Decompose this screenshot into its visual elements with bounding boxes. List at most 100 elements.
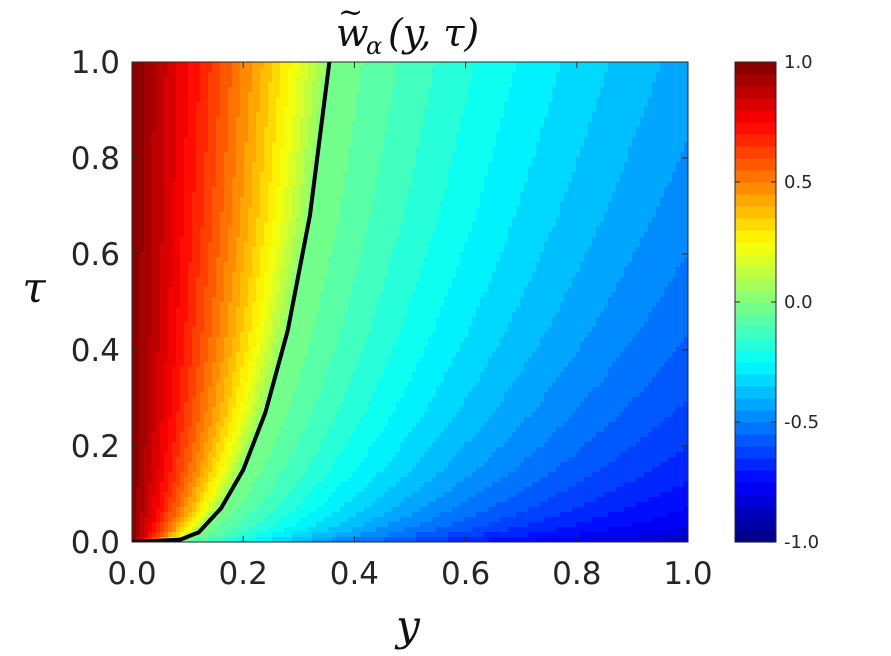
heatmap-cell (284, 197, 289, 203)
heatmap-cell (336, 132, 341, 138)
heatmap-cell (400, 187, 405, 193)
heatmap-cell (324, 152, 329, 158)
heatmap-cell (552, 137, 557, 143)
heatmap-cell (496, 147, 501, 153)
heatmap-cell (532, 192, 537, 198)
heatmap-cell (644, 217, 649, 223)
heatmap-cell (220, 112, 225, 118)
heatmap-cell (432, 172, 437, 178)
heatmap-cell (264, 72, 269, 78)
heatmap-cell (148, 122, 153, 128)
heatmap-cell (640, 212, 645, 218)
heatmap-cell (216, 122, 221, 128)
heatmap-cell (628, 172, 633, 178)
heatmap-cell (584, 167, 589, 173)
heatmap-cell (164, 122, 169, 128)
heatmap-cell (368, 112, 373, 118)
heatmap-cell (160, 67, 165, 73)
heatmap-cell (320, 157, 325, 163)
heatmap-cell (456, 182, 461, 188)
heatmap-cell (188, 222, 193, 228)
heatmap-cell (252, 132, 257, 138)
heatmap-cell (408, 207, 413, 213)
heatmap-cell (388, 227, 393, 233)
heatmap-cell (516, 197, 521, 203)
heatmap-cell (636, 162, 641, 168)
heatmap-cell (600, 167, 605, 173)
heatmap-cell (452, 167, 457, 173)
heatmap-cell (360, 177, 365, 183)
heatmap-cell (412, 112, 417, 118)
heatmap-cell (568, 87, 573, 93)
heatmap-cell (324, 167, 329, 173)
heatmap-cell (240, 62, 245, 68)
heatmap-cell (248, 177, 253, 183)
heatmap-cell (140, 152, 145, 158)
heatmap-cell (648, 222, 653, 228)
heatmap-cell (568, 132, 573, 138)
heatmap-cell (300, 217, 305, 223)
heatmap-cell (496, 192, 501, 198)
heatmap-cell (648, 167, 653, 173)
heatmap-cell (168, 157, 173, 163)
heatmap-cell (632, 197, 637, 203)
heatmap-cell (400, 167, 405, 173)
heatmap-cell (288, 127, 293, 133)
heatmap-cell (408, 112, 413, 118)
heatmap-cell (500, 152, 505, 158)
heatmap-cell (340, 217, 345, 223)
heatmap-cell (500, 142, 505, 148)
heatmap-cell (184, 177, 189, 183)
heatmap-cell (244, 167, 249, 173)
heatmap-cell (140, 237, 145, 243)
heatmap-cell (580, 177, 585, 183)
heatmap-cell (532, 207, 537, 213)
heatmap-cell (324, 227, 329, 233)
heatmap-cell (548, 127, 553, 133)
heatmap-cell (472, 147, 477, 153)
heatmap-cell (328, 97, 333, 103)
heatmap-cell (264, 107, 269, 113)
heatmap-cell (360, 112, 365, 118)
heatmap-cell (612, 117, 617, 123)
heatmap-cell (672, 132, 677, 138)
heatmap-cell (412, 122, 417, 128)
heatmap-cell (384, 147, 389, 153)
heatmap-cell (200, 107, 205, 113)
heatmap-cell (668, 127, 673, 133)
heatmap-cell (224, 177, 229, 183)
heatmap-cell (604, 227, 609, 233)
heatmap-cell (520, 77, 525, 83)
heatmap-cell (504, 67, 509, 73)
heatmap-cell (404, 132, 409, 138)
heatmap-cell (484, 127, 489, 133)
heatmap-cell (284, 82, 289, 88)
heatmap-cell (512, 132, 517, 138)
heatmap-cell (456, 107, 461, 113)
heatmap-cell (148, 187, 153, 193)
heatmap-cell (300, 112, 305, 118)
heatmap-cell (288, 227, 293, 233)
heatmap-cell (580, 122, 585, 128)
heatmap-cell (260, 182, 265, 188)
heatmap-cell (576, 62, 581, 68)
heatmap-cell (144, 172, 149, 178)
heatmap-cell (680, 232, 685, 238)
heatmap-cell (332, 232, 337, 238)
title-args: (y, τ) (388, 11, 479, 55)
heatmap-cell (668, 147, 673, 153)
heatmap-cell (240, 232, 245, 238)
heatmap-cell (236, 92, 241, 98)
heatmap-cell (272, 187, 277, 193)
heatmap-cell (228, 152, 233, 158)
heatmap-cell (660, 162, 665, 168)
heatmap-cell (428, 82, 433, 88)
heatmap-cell (628, 142, 633, 148)
heatmap-cell (396, 122, 401, 128)
heatmap-cell (564, 77, 569, 83)
heatmap-cell (540, 127, 545, 133)
heatmap-cell (152, 62, 157, 68)
heatmap-cell (392, 127, 397, 133)
heatmap-cell (656, 67, 661, 73)
heatmap-cell (544, 162, 549, 168)
